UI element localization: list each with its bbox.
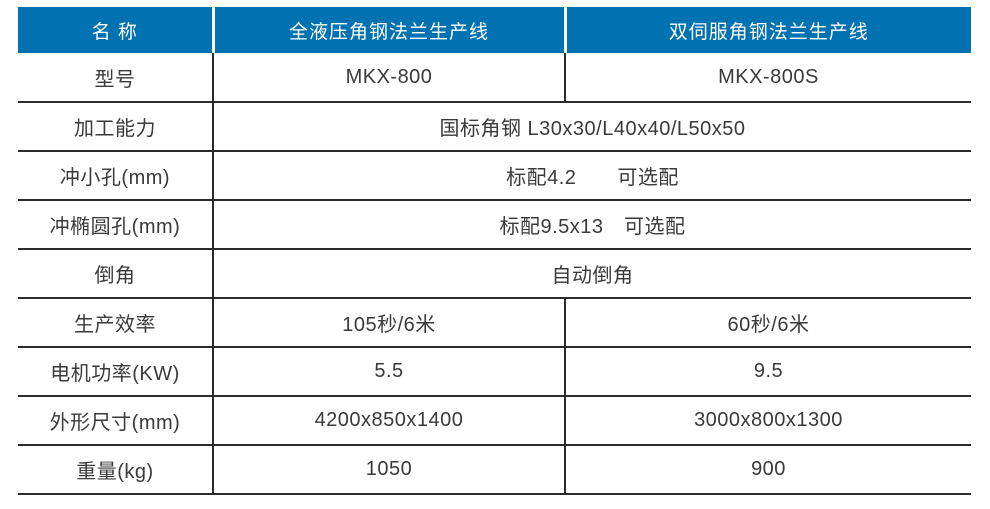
row-model-label: 型号 — [18, 53, 213, 102]
row-weight-label: 重量(kg) — [18, 444, 213, 494]
row-weight-value-1: 1050 — [212, 444, 565, 494]
row-dimensions-value-1: 4200x850x1400 — [212, 395, 565, 445]
row-oval-hole: 冲椭圆孔(mm) 标配9.5x13 可选配 — [18, 199, 971, 249]
row-efficiency-value-1: 105秒/6米 — [212, 297, 565, 347]
row-chamfer-value: 自动倒角 — [212, 248, 971, 298]
row-motor-power: 电机功率(KW) 5.5 9.5 — [18, 346, 971, 396]
header-row: 名 称 全液压角钢法兰生产线 双伺服角钢法兰生产线 — [18, 7, 971, 53]
row-motor-power-label: 电机功率(KW) — [18, 346, 213, 396]
row-chamfer: 倒角 自动倒角 — [18, 248, 971, 298]
row-dimensions: 外形尺寸(mm) 4200x850x1400 3000x800x1300 — [18, 395, 971, 445]
row-motor-power-value-1: 5.5 — [212, 346, 565, 396]
row-small-hole-value: 标配4.2 可选配 — [212, 150, 971, 200]
row-model-value-2: MKX-800S — [564, 53, 971, 102]
row-model-value-1: MKX-800 — [212, 53, 565, 102]
row-oval-hole-value: 标配9.5x13 可选配 — [212, 199, 971, 249]
row-oval-hole-label: 冲椭圆孔(mm) — [18, 199, 213, 249]
row-dimensions-label: 外形尺寸(mm) — [18, 395, 213, 445]
header-product-servo: 双伺服角钢法兰生产线 — [563, 7, 971, 53]
row-weight-value-2: 900 — [564, 444, 971, 494]
row-efficiency-label: 生产效率 — [18, 297, 213, 347]
row-dimensions-value-2: 3000x800x1300 — [564, 395, 971, 445]
row-efficiency-value-2: 60秒/6米 — [564, 297, 971, 347]
row-chamfer-label: 倒角 — [18, 248, 213, 298]
row-efficiency: 生产效率 105秒/6米 60秒/6米 — [18, 297, 971, 347]
row-small-hole-label: 冲小孔(mm) — [18, 150, 213, 200]
row-weight: 重量(kg) 1050 900 — [18, 444, 971, 494]
spec-table: 名 称 全液压角钢法兰生产线 双伺服角钢法兰生产线 型号 MKX-800 MKX… — [18, 7, 971, 495]
row-model: 型号 MKX-800 MKX-800S — [18, 53, 971, 102]
row-motor-power-value-2: 9.5 — [564, 346, 971, 396]
header-name: 名 称 — [18, 7, 213, 53]
row-capacity-label: 加工能力 — [18, 101, 213, 151]
row-small-hole: 冲小孔(mm) 标配4.2 可选配 — [18, 150, 971, 200]
row-capacity-value: 国标角钢 L30x30/L40x40/L50x50 — [212, 101, 971, 151]
row-capacity: 加工能力 国标角钢 L30x30/L40x40/L50x50 — [18, 101, 971, 151]
header-product-hydraulic: 全液压角钢法兰生产线 — [211, 7, 565, 53]
